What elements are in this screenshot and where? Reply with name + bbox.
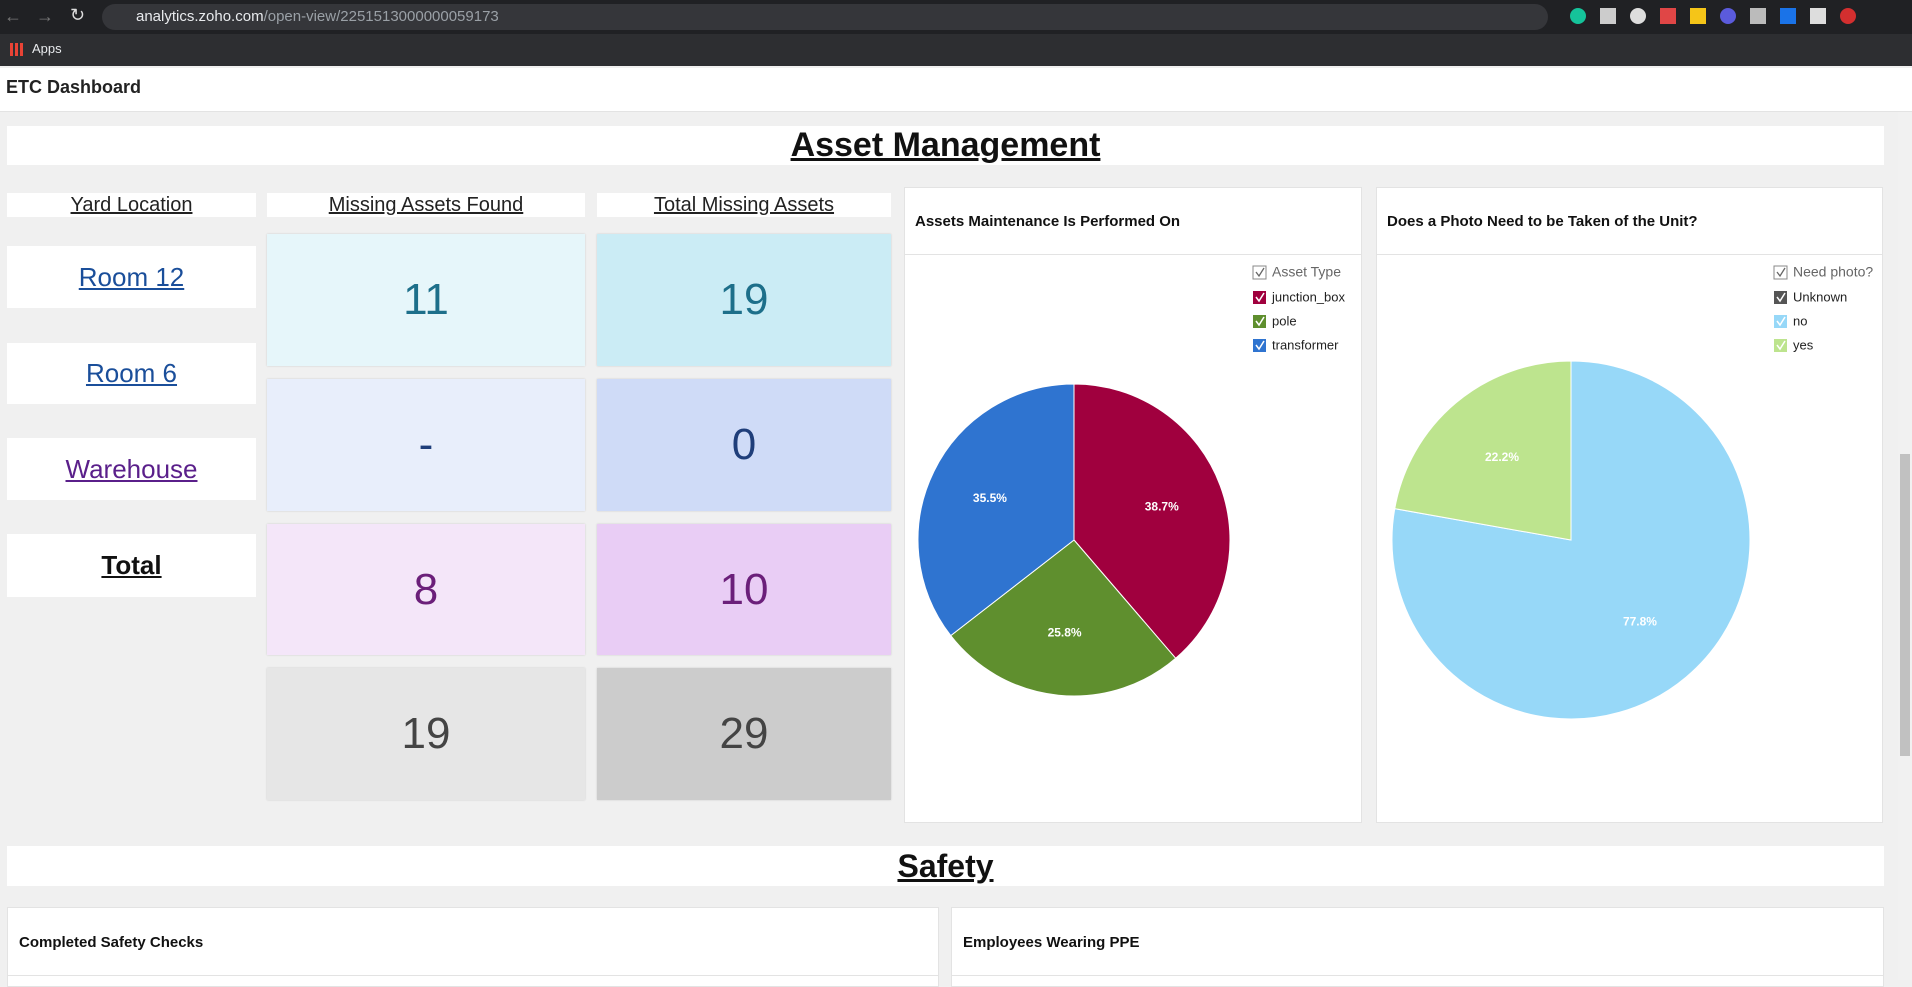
extension-icon[interactable]: [1690, 8, 1706, 24]
location-link[interactable]: Room 12: [7, 246, 256, 308]
scrollbar[interactable]: [1898, 112, 1912, 980]
section-banner: Asset Management: [7, 126, 1884, 165]
extension-icon[interactable]: [1600, 8, 1616, 24]
pie-chart: 77.8% 22.2% Need photo? Unknown no yes: [1391, 264, 1873, 720]
slice-label: 38.7%: [1145, 500, 1179, 514]
extension-icon[interactable]: [1570, 8, 1586, 24]
pie-slice: [1391, 360, 1751, 720]
chart-panel: Employees Wearing PPE: [951, 907, 1884, 987]
scrollbar-thumb[interactable]: [1900, 454, 1910, 756]
column-header: Yard Location: [7, 193, 256, 217]
slice-label: 77.8%: [1623, 614, 1657, 628]
kpi-tile: 19: [597, 234, 891, 366]
legend-swatch: [1253, 339, 1266, 352]
legend-swatch: [1774, 291, 1787, 304]
legend-check: [1776, 316, 1786, 327]
extension-icon[interactable]: [1750, 8, 1766, 24]
forward-button[interactable]: →: [36, 6, 54, 26]
legend-check: [1776, 267, 1786, 278]
kpi-tile: 0: [597, 379, 891, 511]
extension-icon[interactable]: [1660, 8, 1676, 24]
pie-slice: [1073, 383, 1231, 660]
kpi-tile: 29: [597, 668, 891, 800]
legend-label: pole: [1272, 313, 1297, 328]
extension-icon[interactable]: [1630, 8, 1646, 24]
total-label: Total: [7, 534, 256, 597]
column-header: Missing Assets Found: [267, 193, 585, 217]
legend-title: Asset Type: [1272, 264, 1341, 280]
url-host: analytics.zoho.com: [136, 8, 264, 25]
kpi-tile: 8: [267, 524, 585, 655]
dashboard-title: ETC Dashboard: [6, 77, 142, 97]
slice-label: 25.8%: [1048, 625, 1082, 639]
slice-label: 22.2%: [1485, 450, 1519, 464]
legend-swatch: [1774, 339, 1787, 352]
legend-checkbox: [1252, 265, 1267, 280]
pie-slice: [1394, 360, 1572, 541]
pie-chart: 38.7% 25.8% 35.5% Asset Type junction_boxpol…: [917, 264, 1345, 697]
url-path: /open-view/2251513000000059173: [263, 8, 499, 25]
profile-icon[interactable]: [1840, 8, 1856, 24]
legend-label: junction_box: [1271, 289, 1345, 304]
legend-check: [1776, 292, 1786, 303]
extension-icon[interactable]: [1780, 8, 1796, 24]
extensions: [1570, 8, 1900, 26]
reload-button[interactable]: ↻: [70, 5, 86, 25]
browser-toolbar: ← → ↻ analytics.zoho.com/open-view/22515…: [0, 0, 1912, 34]
legend-check: [1255, 340, 1265, 351]
legend-check: [1255, 316, 1265, 327]
kpi-tile: -: [267, 379, 585, 511]
bookmarks-bar: Apps: [0, 34, 1912, 66]
section-title: Safety: [897, 847, 994, 884]
legend-checkbox: [1773, 265, 1788, 280]
extension-icon[interactable]: [1810, 8, 1826, 24]
section-title: Asset Management: [790, 126, 1101, 164]
kpi-tile: 19: [267, 668, 585, 800]
pie-slice: [950, 539, 1177, 697]
legend-label: transformer: [1272, 337, 1339, 352]
chart-title: Employees Wearing PPE: [963, 934, 1140, 951]
legend-swatch: [1253, 291, 1266, 304]
chart-panel: Completed Safety Checks: [7, 907, 939, 987]
kpi-tile: 11: [267, 234, 585, 366]
divider: [905, 254, 1361, 255]
legend-check: [1255, 267, 1265, 278]
chart-title: Does a Photo Need to be Taken of the Uni…: [1387, 213, 1698, 230]
address-bar[interactable]: analytics.zoho.com/open-view/22515130000…: [102, 4, 1548, 30]
slice-label: 35.5%: [973, 491, 1007, 505]
column-header: Total Missing Assets: [597, 193, 891, 217]
location-link[interactable]: Room 6: [7, 343, 256, 404]
bookmark[interactable]: Apps: [32, 41, 62, 56]
legend-label: Unknown: [1793, 289, 1847, 304]
chart-panel: Does a Photo Need to be Taken of the Uni…: [1376, 187, 1883, 823]
divider: [8, 975, 938, 976]
back-button[interactable]: ←: [4, 6, 22, 26]
chart-title: Completed Safety Checks: [19, 934, 204, 951]
kpi-tile: 10: [597, 524, 891, 655]
legend-title: Need photo?: [1793, 264, 1873, 280]
dashboard-header: ETC Dashboard: [0, 68, 1912, 112]
extension-icon[interactable]: [1720, 8, 1736, 24]
chart-panel: Assets Maintenance Is Performed On 38.7%…: [904, 187, 1362, 823]
divider: [1377, 254, 1882, 255]
pie-slice: [917, 383, 1075, 637]
legend-check: [1255, 292, 1265, 303]
legend-label: yes: [1793, 337, 1814, 352]
legend-swatch: [1253, 315, 1266, 328]
legend-label: no: [1793, 313, 1807, 328]
section-banner: Safety: [7, 846, 1884, 886]
location-link[interactable]: Warehouse: [7, 438, 256, 500]
legend-swatch: [1774, 315, 1787, 328]
legend-check: [1776, 340, 1786, 351]
chart-title: Assets Maintenance Is Performed On: [915, 213, 1181, 230]
apps-icon: [10, 43, 23, 56]
divider: [952, 975, 1883, 976]
